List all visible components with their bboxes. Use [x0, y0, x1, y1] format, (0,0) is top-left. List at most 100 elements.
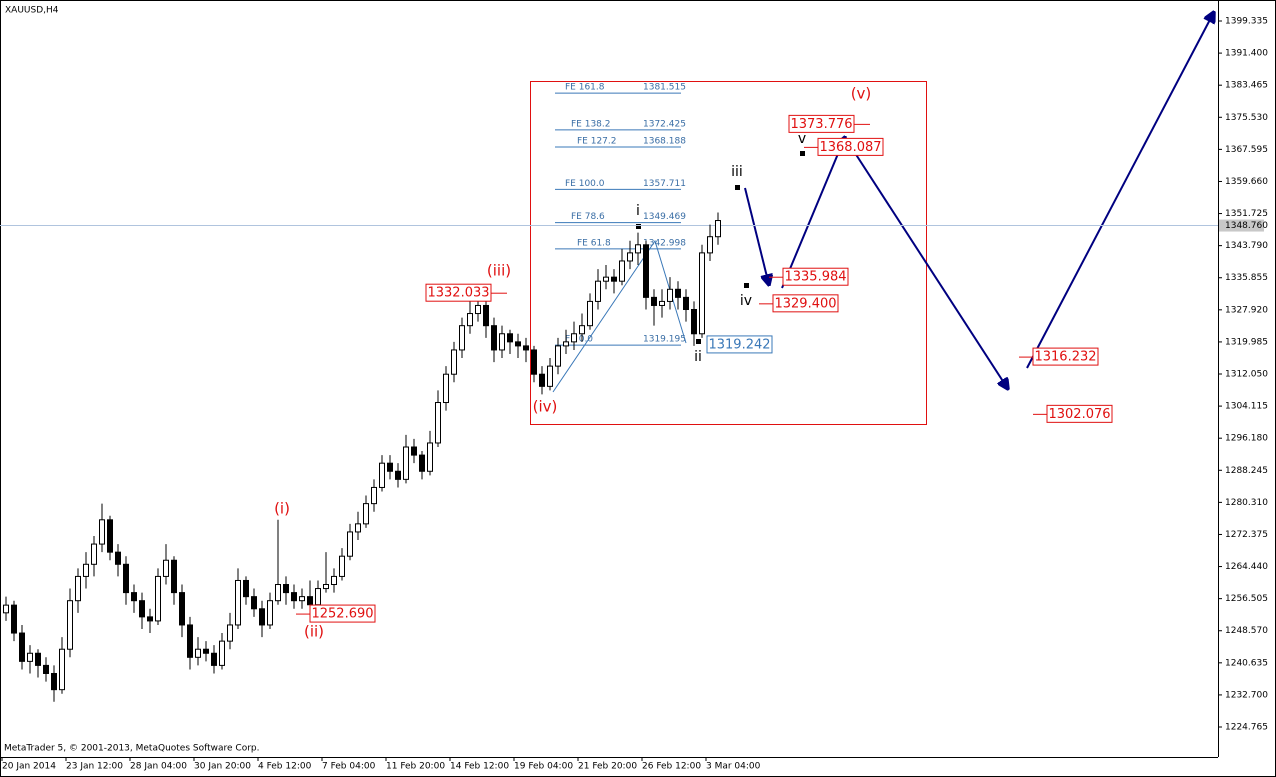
candle-body	[619, 260, 625, 282]
candle-body	[107, 519, 113, 553]
candle-body	[323, 584, 329, 590]
candle-body	[43, 664, 49, 674]
candle-body	[387, 462, 393, 472]
arrow	[1026, 12, 1214, 369]
candle-body	[411, 446, 417, 456]
candle-body	[715, 220, 721, 238]
candle-body	[507, 333, 513, 343]
price-box	[706, 335, 773, 354]
fib-value: 1319.195	[643, 335, 686, 345]
y-tick-label: 1351.725	[1225, 209, 1268, 219]
arrow	[744, 187, 769, 285]
y-tick-label: 1399.335	[1225, 17, 1268, 27]
price-label: 1373.776	[790, 117, 852, 132]
candle-body	[427, 442, 433, 472]
candle-body	[123, 563, 129, 594]
candle-body	[83, 563, 89, 577]
y-tick-label: 1359.660	[1225, 177, 1268, 187]
candle-body	[179, 592, 185, 626]
wave-label-major: (i)	[274, 500, 290, 518]
candle-body	[131, 592, 137, 602]
y-tick-label: 1224.765	[1225, 723, 1268, 733]
x-tick-label: 11 Feb 20:00	[386, 762, 445, 772]
candle-body	[147, 616, 153, 622]
y-tick-label: 1240.635	[1225, 658, 1268, 668]
fib-value: 1342.998	[643, 238, 686, 248]
candle-body	[187, 624, 193, 658]
candle-body	[699, 252, 705, 335]
candle-body	[451, 349, 457, 375]
candle-body	[667, 288, 673, 302]
candle-body	[419, 454, 425, 472]
y-tick-label: 1288.245	[1225, 466, 1268, 476]
candle-body	[523, 345, 529, 351]
candle-body	[11, 604, 17, 634]
candle-body	[643, 244, 649, 298]
candle-body	[635, 244, 641, 254]
candle-body	[491, 325, 497, 351]
candle-body	[675, 288, 681, 298]
wave-point	[696, 339, 701, 344]
candle-body	[331, 575, 337, 586]
y-tick-label: 1319.985	[1225, 337, 1268, 347]
candle-body	[267, 600, 273, 626]
wave-label-major: (iii)	[487, 262, 511, 280]
candle-body	[515, 341, 521, 347]
price-box	[772, 294, 839, 313]
price-label: 1252.690	[311, 607, 373, 622]
fib-name: FE 127.2	[577, 136, 617, 146]
candle-body	[571, 333, 577, 343]
candle-body	[603, 276, 609, 282]
y-tick-label: 1327.920	[1225, 305, 1268, 315]
fib-name: FE 61.8	[577, 238, 611, 248]
candle-body	[3, 604, 9, 614]
candle-body	[59, 648, 65, 691]
candle-body	[539, 373, 545, 387]
fib-name: FE 161.8	[565, 83, 605, 93]
y-tick-label: 1232.700	[1225, 690, 1268, 700]
x-tick-label: 3 Mar 04:00	[706, 762, 761, 772]
candle-body	[475, 304, 481, 315]
y-tick-label: 1296.180	[1225, 434, 1268, 444]
x-tick-label: 14 Feb 12:00	[450, 762, 509, 772]
candle-body	[243, 579, 249, 598]
arrow	[781, 137, 845, 289]
wave-point	[735, 185, 740, 190]
candle-body	[27, 652, 33, 662]
wave-point	[636, 224, 641, 229]
fib-value: 1381.515	[643, 83, 686, 93]
y-tick-label: 1248.570	[1225, 626, 1268, 636]
candle-body	[99, 519, 105, 545]
price-box	[1046, 404, 1113, 423]
candle-body	[195, 648, 201, 658]
y-tick-label: 1304.115	[1225, 402, 1268, 412]
x-tick-label: 7 Feb 04:00	[322, 762, 376, 772]
candle-body	[219, 640, 225, 666]
copyright: MetaTrader 5, © 2001-2013, MetaQuotes So…	[4, 744, 260, 754]
candle-body	[579, 325, 585, 335]
candle-body	[443, 373, 449, 404]
x-tick-label: 30 Jan 20:00	[194, 762, 251, 772]
y-tick-label: 1312.050	[1225, 370, 1268, 380]
candle-body	[467, 313, 473, 327]
y-tick-label: 1280.310	[1225, 498, 1268, 508]
candle-body	[115, 551, 121, 565]
candle-body	[203, 648, 209, 654]
candle-body	[275, 584, 281, 602]
wave-arrows	[744, 12, 1214, 389]
candle-body	[379, 462, 385, 488]
candle-body	[75, 575, 81, 602]
fib-name: FE 0.0	[565, 335, 593, 345]
price-box	[782, 267, 849, 286]
candle-body	[91, 543, 97, 565]
candle-body	[315, 588, 321, 606]
candle-body	[291, 592, 297, 602]
current-price-tag	[1219, 219, 1264, 232]
candle-body	[163, 559, 169, 577]
candle-body	[595, 280, 601, 302]
fib-value: 1357.711	[643, 179, 686, 189]
candle-body	[403, 446, 409, 480]
candle-body	[355, 523, 361, 533]
x-tick-label: 23 Jan 12:00	[66, 762, 123, 772]
